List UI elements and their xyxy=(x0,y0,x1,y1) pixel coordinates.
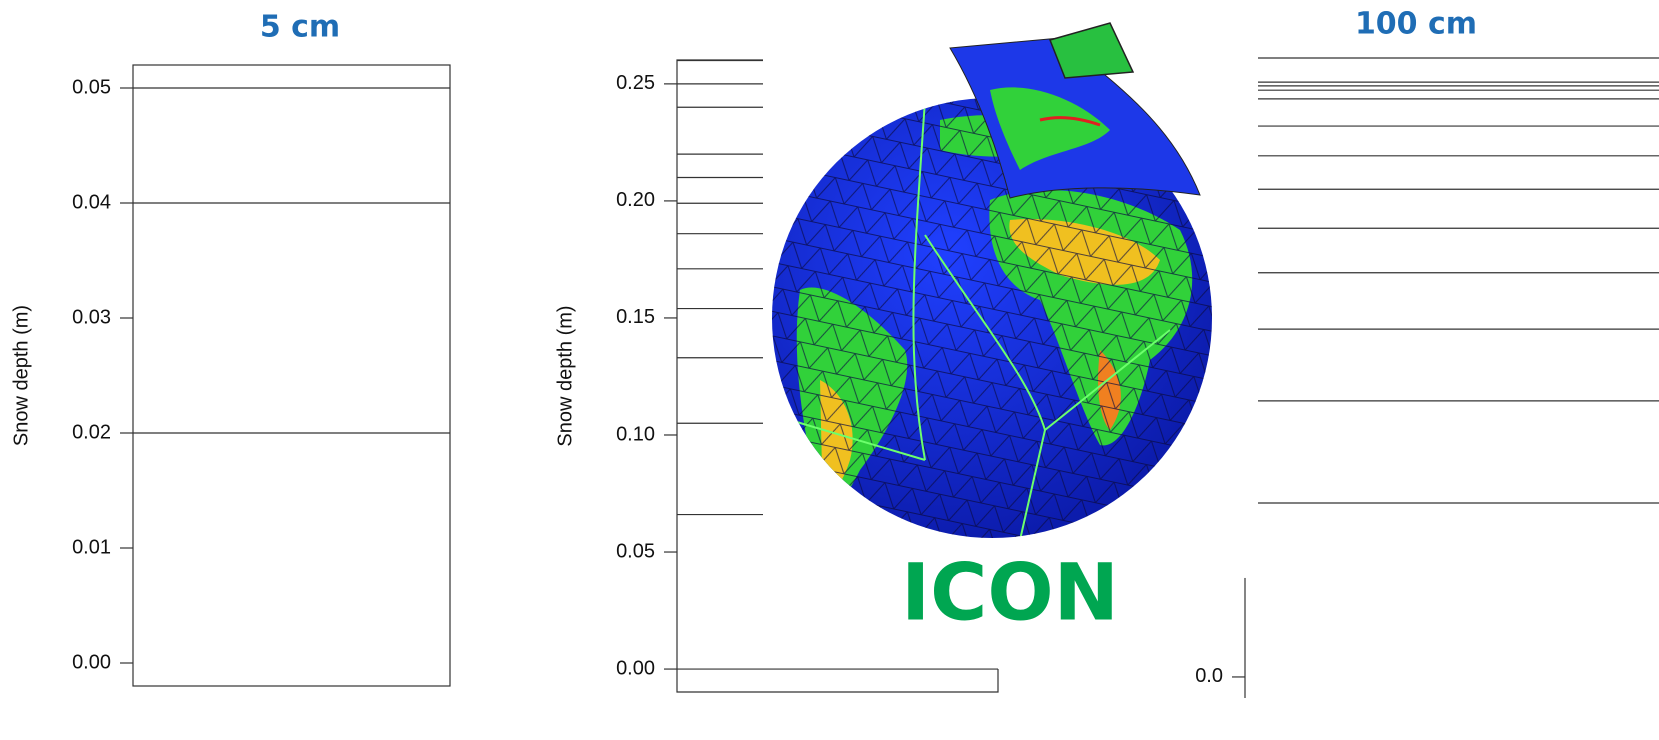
y-tick-label: 0.04 xyxy=(72,191,111,213)
y-tick-label: 0.15 xyxy=(616,306,655,328)
y-tick-label: 0.0 xyxy=(1195,665,1223,687)
y-tick-label: 0.00 xyxy=(616,657,655,679)
y-tick-label: 0.05 xyxy=(616,540,655,562)
y-tick-label: 0.03 xyxy=(72,306,111,328)
slide: 0.00 0.01 0.02 0.03 0.04 0.05 5 cm Snow depth (… xyxy=(0,0,1659,740)
y-tick-label: 0.05 xyxy=(72,76,111,98)
icon-globe xyxy=(760,23,1230,550)
panel-title: 5 cm xyxy=(260,10,340,45)
annotation: ICON xyxy=(901,548,1119,638)
y-tick-label: 0.02 xyxy=(72,421,111,443)
y-tick-label: 0.00 xyxy=(72,651,111,673)
y-tick-label: 0.10 xyxy=(616,423,655,445)
y-axis-label: Snow depth (m) xyxy=(10,305,32,446)
y-axis-label: Snow depth (m) xyxy=(554,305,576,446)
panel-title: 100 cm xyxy=(1355,7,1477,42)
y-tick-label: 0.25 xyxy=(616,72,655,94)
y-tick-label: 0.01 xyxy=(72,536,111,558)
y-tick-label: 0.20 xyxy=(616,189,655,211)
plot-frame xyxy=(133,65,450,686)
